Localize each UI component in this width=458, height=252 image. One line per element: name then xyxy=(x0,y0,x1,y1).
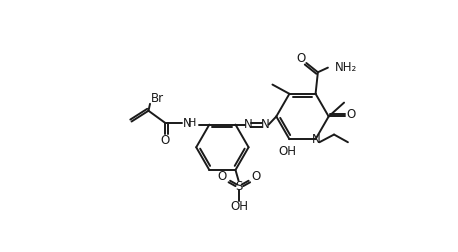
Text: O: O xyxy=(218,170,227,183)
Text: OH: OH xyxy=(279,145,297,158)
Text: O: O xyxy=(296,52,305,65)
Text: N: N xyxy=(312,133,321,146)
Text: O: O xyxy=(346,108,355,121)
Text: OH: OH xyxy=(230,200,248,213)
Text: N: N xyxy=(261,118,269,131)
Text: O: O xyxy=(251,170,261,183)
Text: Br: Br xyxy=(151,92,164,105)
Text: O: O xyxy=(161,134,170,146)
Text: H: H xyxy=(188,118,196,128)
Text: NH₂: NH₂ xyxy=(335,61,357,74)
Text: N: N xyxy=(244,118,252,131)
Text: S: S xyxy=(236,180,243,193)
Text: N: N xyxy=(183,117,191,130)
